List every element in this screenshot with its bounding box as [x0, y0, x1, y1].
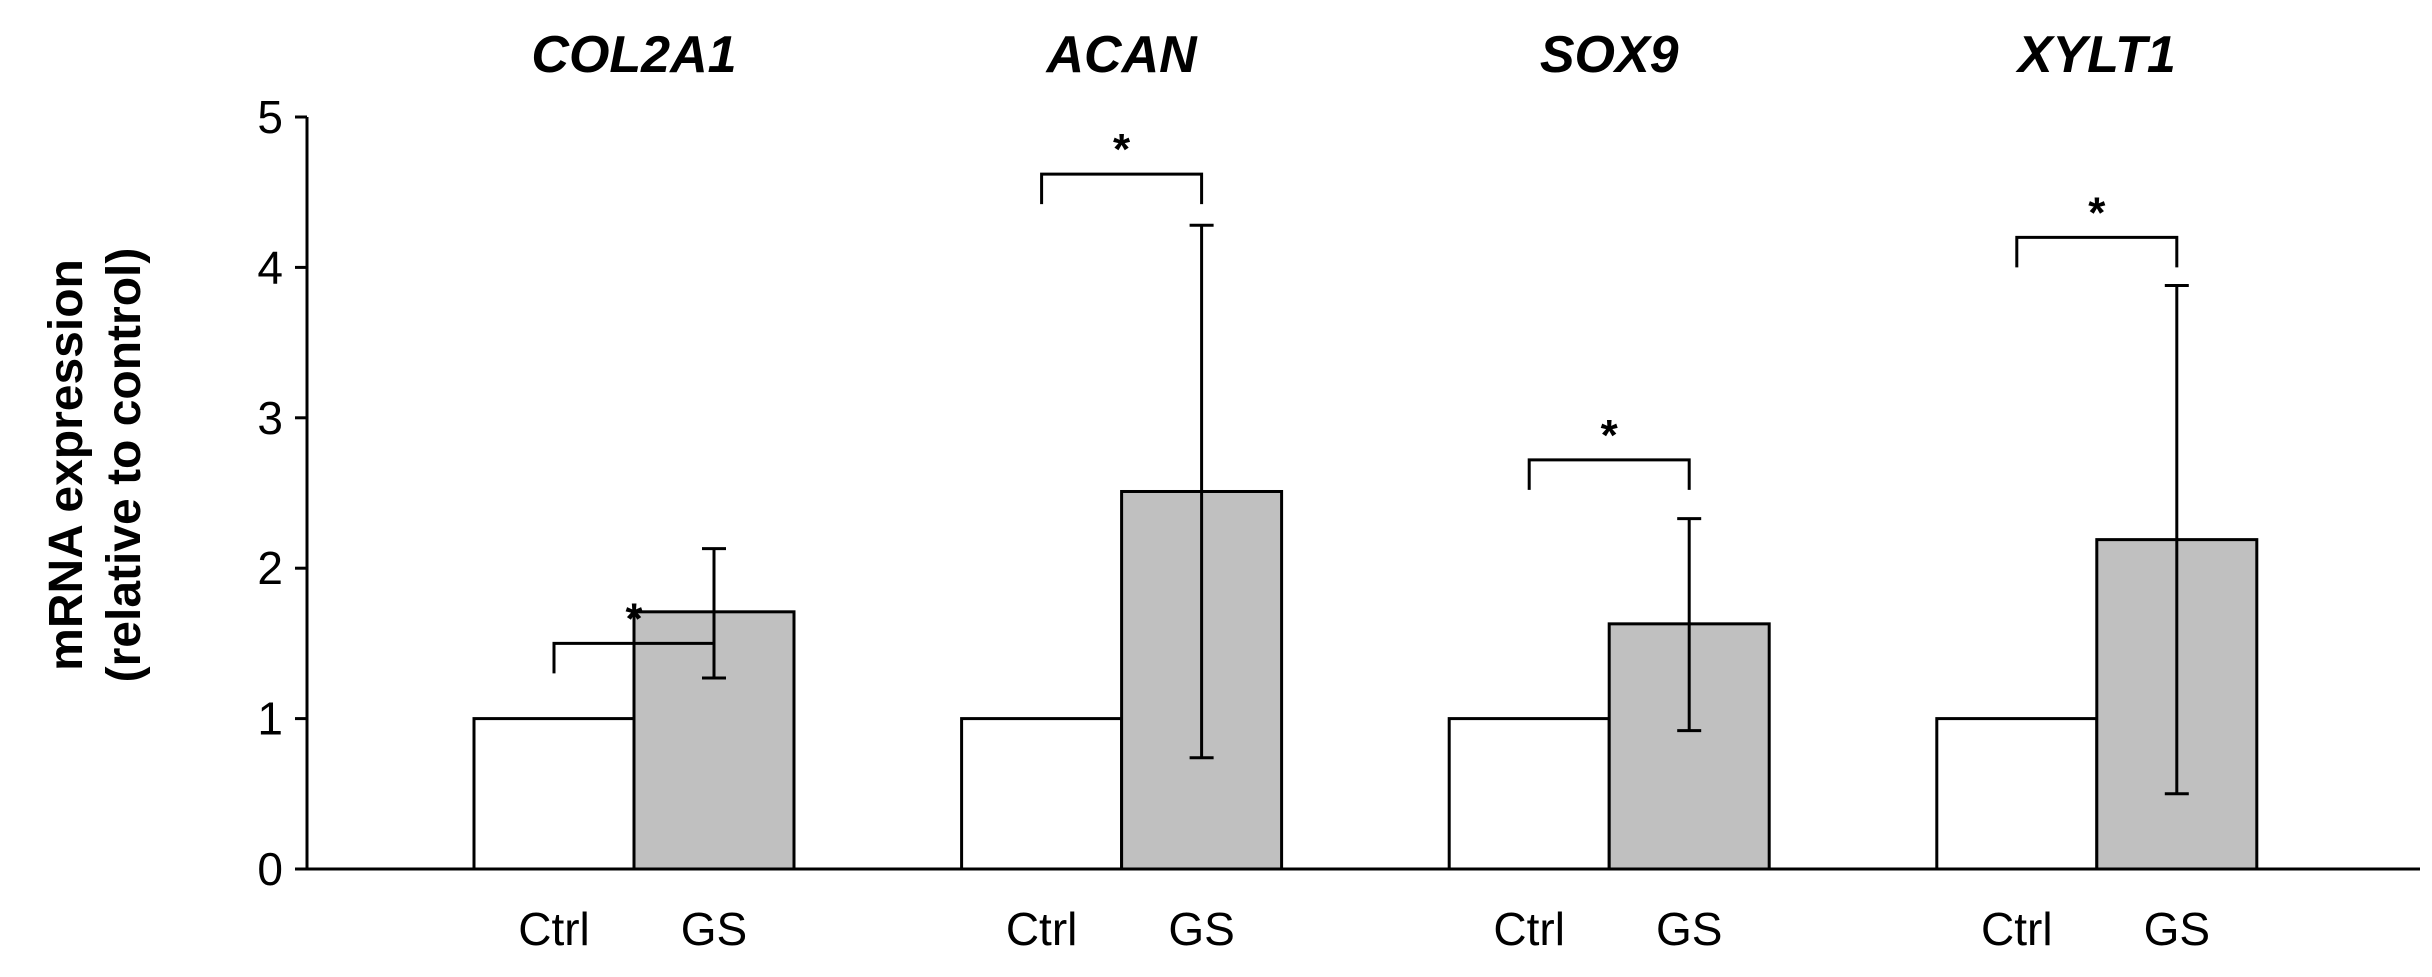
- y-tick-label: 1: [257, 693, 283, 745]
- y-tick-label: 4: [257, 241, 283, 293]
- significance-bracket-acan: [1040, 172, 1204, 205]
- tick-labels: 0 1 2 3 4 5 Ctrl GS COL2A1 Ctrl GS ACAN Ctrl GS SOX9 Ct…: [257, 26, 2210, 955]
- x-tick-label: Ctrl: [518, 903, 590, 955]
- significance-star: *: [1113, 125, 1131, 174]
- bar-sox9-ctrl: [1447, 717, 1611, 871]
- y-axis-label: mRNA expression (relative to control): [40, 248, 151, 683]
- bars: [472, 489, 2259, 871]
- significance-brackets: * * * *: [552, 125, 2179, 674]
- x-tick-label: GS: [1656, 903, 1722, 955]
- gene-title-sox9: SOX9: [1540, 26, 1679, 84]
- y-tick-label: 0: [257, 843, 283, 895]
- error-bars: [702, 223, 2189, 796]
- bar-xylt1-ctrl: [1935, 717, 2099, 871]
- x-tick-label: GS: [2144, 903, 2210, 955]
- significance-bracket-col2a1: [552, 641, 716, 674]
- y-tick-label: 5: [257, 91, 283, 143]
- y-axis-label-line-1: mRNA expression: [40, 259, 93, 671]
- x-tick-label: GS: [1168, 903, 1234, 955]
- x-tick-label: Ctrl: [1981, 903, 2053, 955]
- x-tick-label: Ctrl: [1006, 903, 1078, 955]
- gene-title-acan: ACAN: [1044, 26, 1198, 84]
- y-tick-label: 2: [257, 542, 283, 594]
- significance-star: *: [2088, 188, 2106, 237]
- significance-bracket-sox9: [1527, 458, 1691, 490]
- x-tick-label: GS: [681, 903, 747, 955]
- significance-star: *: [1601, 411, 1619, 460]
- y-axis-label-line-2: (relative to control): [98, 248, 151, 683]
- bar-col2a1-ctrl: [472, 717, 636, 871]
- x-tick-label: Ctrl: [1493, 903, 1565, 955]
- y-tick-label: 3: [257, 392, 283, 444]
- gene-title-col2a1: COL2A1: [531, 26, 736, 84]
- significance-bracket-xylt1: [2015, 235, 2179, 268]
- bar-acan-ctrl: [960, 717, 1124, 871]
- gene-title-xylt1: XYLT1: [2015, 26, 2176, 84]
- significance-star: *: [625, 594, 643, 643]
